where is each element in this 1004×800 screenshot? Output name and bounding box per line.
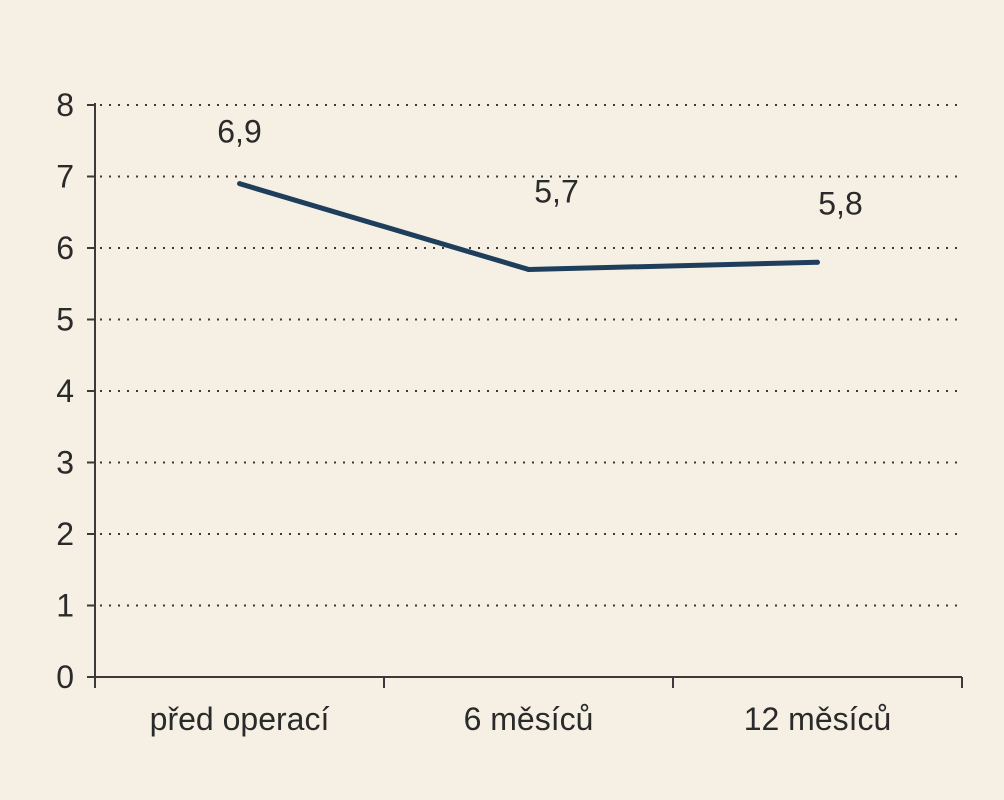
data-label: 6,9 bbox=[217, 114, 261, 150]
y-tick-label: 6 bbox=[56, 230, 74, 266]
series-group bbox=[237, 181, 820, 272]
data-labels: 6,9 5,7 5,8 bbox=[217, 114, 862, 222]
y-tick-label: 1 bbox=[56, 588, 74, 624]
y-tick-label: 3 bbox=[56, 445, 74, 481]
data-label: 5,8 bbox=[818, 185, 862, 221]
x-category-label: před operací bbox=[150, 701, 330, 737]
x-category-label: 6 měsíců bbox=[464, 701, 594, 737]
y-tick-label: 8 bbox=[56, 87, 74, 123]
x-category-label: 12 měsíců bbox=[744, 701, 892, 737]
y-tick-label: 7 bbox=[56, 159, 74, 195]
data-point bbox=[526, 266, 531, 272]
y-tick-label: 2 bbox=[56, 516, 74, 552]
y-tick-label: 4 bbox=[56, 373, 74, 409]
data-label: 5,7 bbox=[534, 173, 578, 209]
y-tick-label: 0 bbox=[56, 659, 74, 695]
y-tick-label: 5 bbox=[56, 302, 74, 338]
y-axis-ticks: 0 1 2 3 4 5 6 7 8 bbox=[56, 87, 95, 695]
data-point bbox=[815, 259, 820, 265]
x-axis-ticks: před operací 6 měsíců 12 měsíců bbox=[94, 677, 963, 737]
data-point bbox=[237, 181, 242, 187]
